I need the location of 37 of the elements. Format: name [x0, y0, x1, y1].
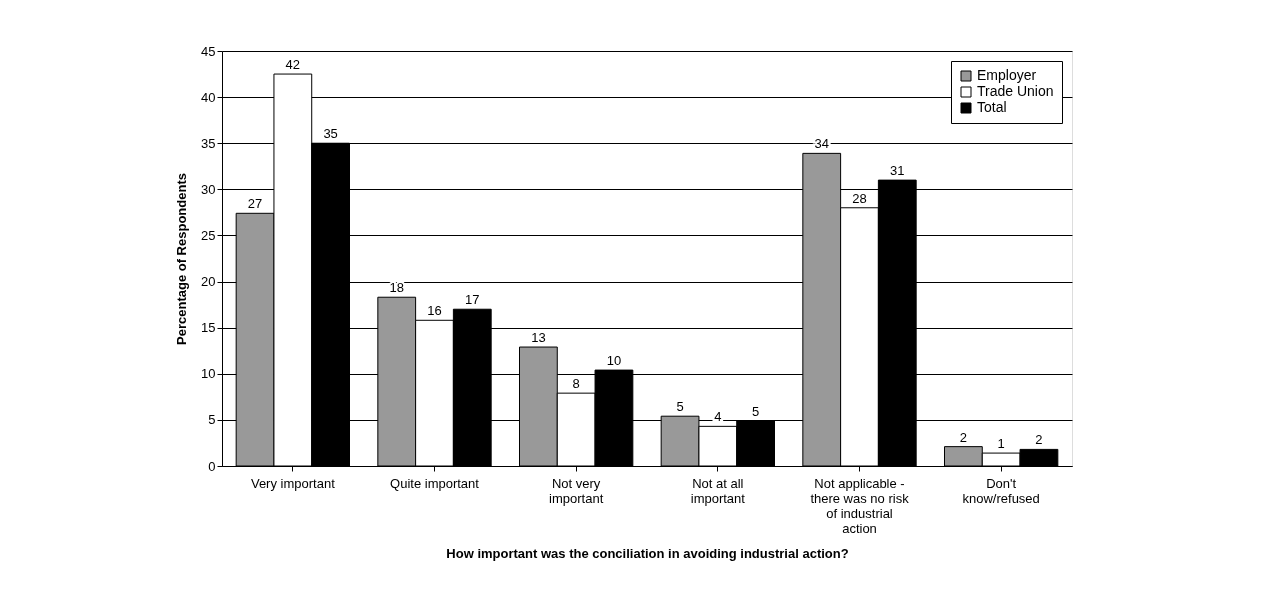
y-tick-label: 5: [208, 412, 216, 428]
y-tick-label: 45: [201, 43, 216, 59]
legend-label: Trade Union: [977, 83, 1054, 99]
data-label: 13: [531, 330, 546, 346]
data-label: 5: [676, 399, 684, 415]
x-tick-label: Not very important: [549, 475, 604, 506]
y-tick-label: 15: [201, 320, 216, 336]
data-label: 27: [247, 196, 263, 212]
legend-label: Employer: [977, 67, 1037, 83]
data-label: 1: [997, 436, 1005, 452]
y-tick-label: 25: [201, 227, 216, 243]
data-label: 28: [852, 190, 867, 206]
data-label: 16: [427, 303, 442, 319]
data-label: 31: [890, 163, 905, 179]
y-tick-label: 20: [201, 274, 216, 290]
y-tick-label: 40: [201, 89, 216, 105]
data-label: 17: [465, 292, 480, 308]
data-label: 18: [389, 280, 404, 296]
x-tick-label: Don't know/refused: [962, 475, 1040, 506]
x-tick-label: Quite important: [390, 475, 480, 491]
y-tick-label: 10: [201, 366, 216, 382]
data-label: 8: [572, 376, 580, 392]
data-label: 2: [1035, 432, 1043, 448]
legend-label: Total: [977, 99, 1007, 115]
y-axis-title: Percentage of Respondents: [174, 173, 190, 345]
data-label: 35: [323, 126, 338, 142]
x-tick-label: Not at all important: [690, 475, 746, 506]
data-label: 2: [959, 429, 968, 445]
data-label: 42: [285, 57, 301, 73]
data-label: 10: [606, 353, 622, 369]
x-tick-label: Not applicable - there was no risk of industrial action: [810, 475, 910, 536]
y-tick-label: 30: [201, 181, 216, 197]
y-tick-label: 35: [201, 135, 216, 151]
y-tick-label: 0: [208, 458, 216, 474]
x-axis-title: How important was the conciliation in avoiding industrial action?: [446, 545, 849, 561]
x-tick-label: Very important: [250, 475, 336, 491]
data-label: 5: [751, 403, 760, 419]
